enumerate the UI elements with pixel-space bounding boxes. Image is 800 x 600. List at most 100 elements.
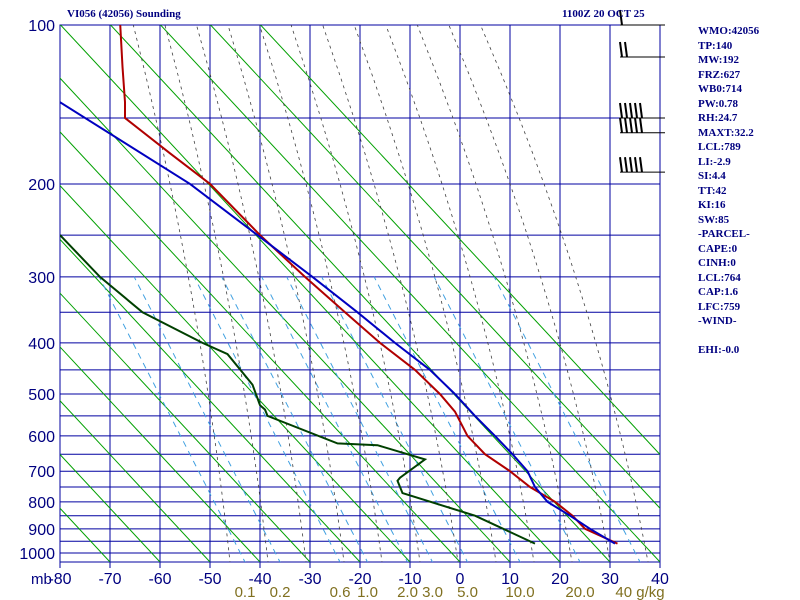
mixing-ratio-line-7 <box>373 276 521 562</box>
index-item: TT:42 <box>698 184 727 197</box>
index-item: -PARCEL- <box>698 228 750 240</box>
moist-adiabat-8 <box>385 25 535 562</box>
temp-label-30: 30 <box>601 571 619 588</box>
index-item: LCL:764 <box>698 271 741 284</box>
mixing-ratio-label-8: 20.0 <box>565 584 594 600</box>
pressure-label-600: 600 <box>28 429 55 446</box>
index-item: CAP:1.6 <box>698 286 739 298</box>
mixing-ratio-line-6 <box>321 276 469 562</box>
mixing-ratio-line-1 <box>133 276 281 562</box>
mixing-ratio-label-7: 10.0 <box>505 584 534 600</box>
moist-adiabat-2 <box>196 25 307 562</box>
index-item: TP:140 <box>698 39 733 52</box>
temp-label--30: -30 <box>298 571 321 588</box>
pressure-axis-labels: 100 200 300 400 500 600 700 800 900 1000 mb <box>19 18 55 588</box>
index-item: MW:192 <box>698 54 739 66</box>
moist-adiabat-3 <box>227 25 345 562</box>
index-item: SW:85 <box>698 213 730 226</box>
index-item: WMO:42056 <box>698 25 760 37</box>
moist-adiabat-5 <box>290 25 421 562</box>
wind-barb-feather-3-3 <box>634 117 638 133</box>
mixing-ratio-label-5: 3.0 <box>422 584 443 600</box>
wind-barb-feather-4-2 <box>629 157 633 173</box>
temperature-line <box>119 25 618 545</box>
index-item: WB0:714 <box>698 83 742 95</box>
temp-label--60: -60 <box>148 571 171 588</box>
wind-barb-feather-2-2 <box>629 102 633 119</box>
chart-title: VI056 (42056) Sounding <box>67 8 181 20</box>
wind-barb-feather-3-0 <box>619 117 623 133</box>
pressure-unit-label: mb <box>31 571 52 588</box>
index-item: -WIND- <box>698 315 737 327</box>
mixing-ratio-line-0 <box>98 276 246 562</box>
pressure-label-100: 100 <box>28 18 55 35</box>
wind-barb-feather-3-4 <box>639 117 643 133</box>
mixing-ratio-line-3 <box>221 276 369 562</box>
pressure-label-200: 200 <box>28 177 55 194</box>
isotherm-20 <box>60 25 561 562</box>
moist-adiabat-1 <box>164 25 269 562</box>
isotherm-60 <box>259 25 660 456</box>
indices-panel: WMO:42056 TP:140 MW:192 FRZ:627 WB0:714 PW:0.… <box>698 24 759 358</box>
isotherm--10 <box>60 184 411 562</box>
mixing-ratio-label-1: 0.2 <box>270 584 291 600</box>
temperature-axis-labels: -80 -70 -60 -50 -40 -30 -20 -10 0 10 20 30 40 <box>48 562 669 588</box>
wind-barb-feather-4-1 <box>624 157 628 173</box>
moist-adiabats <box>132 25 649 562</box>
index-item: PW:0.78 <box>698 97 739 110</box>
mixing-ratio-label-4: 2.0 <box>397 584 418 600</box>
moist-adiabat-7 <box>353 25 497 562</box>
temp-label-20: 20 <box>551 571 569 588</box>
wind-barb-feather-1-0 <box>619 41 623 58</box>
mixing-ratio-line-8 <box>433 276 581 562</box>
moist-adiabat-0 <box>132 25 231 562</box>
index-item: SI:4.4 <box>698 170 726 182</box>
pressure-label-900: 900 <box>28 522 55 539</box>
mixing-ratio-labels: 0.1 0.2 0.6 1.0 2.0 3.0 5.0 10.0 20.0 40 g/kg <box>235 584 665 600</box>
wind-barbs <box>619 9 665 173</box>
wind-barb-feather-0-0 <box>619 9 623 26</box>
wind-barb-feather-4-4 <box>639 157 643 173</box>
temp-label--50: -50 <box>198 571 221 588</box>
mixing-ratio-line-5 <box>286 276 434 562</box>
mixing-ratio-label-9: 40 g/kg <box>615 584 664 600</box>
profile-lines <box>60 25 618 545</box>
mixing-ratio-line-2 <box>193 276 341 562</box>
wind-barb-feather-1-1 <box>624 41 628 58</box>
index-item: MAXT:32.2 <box>698 126 754 139</box>
moist-adiabat-6 <box>322 25 459 562</box>
pressure-label-800: 800 <box>28 495 55 512</box>
index-item: LFC:759 <box>698 300 741 313</box>
index-item: LI:-2.9 <box>698 155 731 168</box>
wind-barb-feather-4-0 <box>619 157 623 173</box>
index-item: CINH:0 <box>698 257 736 269</box>
chart-time: 1100Z 20 OCT 25 <box>562 8 645 20</box>
temp-label--10: -10 <box>398 571 421 588</box>
parcel-line <box>60 101 616 545</box>
mixing-ratio-line-9 <box>493 276 641 562</box>
moist-adiabat-4 <box>259 25 383 562</box>
wind-barb-feather-2-4 <box>639 102 643 119</box>
temp-label-0: 0 <box>456 571 465 588</box>
index-item: EHI:-0.0 <box>698 344 740 356</box>
moist-adiabat-10 <box>448 25 611 562</box>
wind-barb-feather-3-2 <box>629 117 633 133</box>
mixing-ratio-line-4 <box>261 276 409 562</box>
mixing-ratio-lines <box>98 276 641 562</box>
index-item: LCL:789 <box>698 141 741 153</box>
isotherm-40 <box>159 25 660 562</box>
pressure-label-700: 700 <box>28 464 55 481</box>
temp-label--20: -20 <box>348 571 371 588</box>
index-item: CAPE:0 <box>698 242 738 255</box>
temp-label-10: 10 <box>501 571 519 588</box>
isotherm-0 <box>60 131 461 562</box>
moist-adiabat-11 <box>480 25 649 562</box>
moist-adiabat-9 <box>416 25 573 562</box>
mixing-ratio-label-2: 0.6 <box>330 584 351 600</box>
wind-barb-feather-4-3 <box>634 157 638 173</box>
mixing-ratio-label-0: 0.1 <box>235 584 256 600</box>
isotherm-50 <box>209 25 660 509</box>
wind-barb-feather-2-3 <box>634 102 638 119</box>
isotherm-10 <box>60 77 511 562</box>
